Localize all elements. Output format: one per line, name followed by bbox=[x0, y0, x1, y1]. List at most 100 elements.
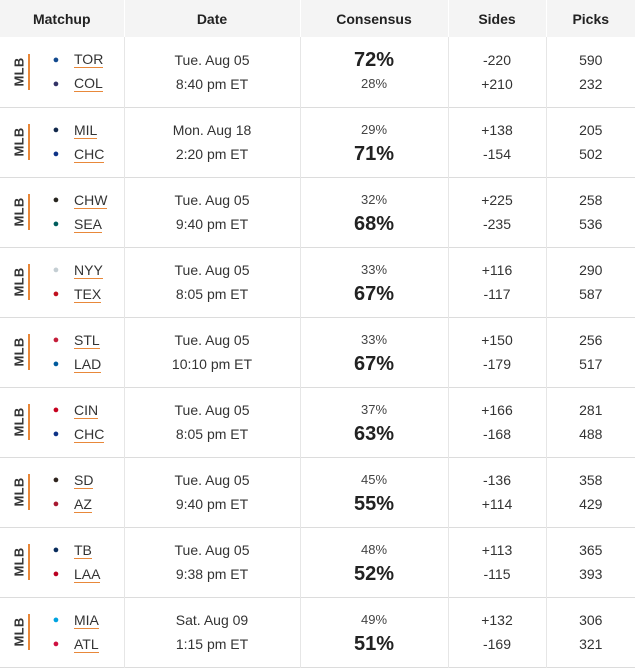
home-team-link[interactable]: ATL bbox=[74, 636, 99, 653]
home-picks: 321 bbox=[547, 632, 635, 656]
game-time: 10:10 pm ET bbox=[125, 352, 300, 376]
away-picks: 256 bbox=[547, 328, 635, 352]
table-row[interactable]: MLB ● CIN ● CHC Tue. Aug 05 8:05 pm ET 3… bbox=[0, 387, 635, 457]
matchup-cell: MLB ● TOR ● COL bbox=[0, 37, 124, 107]
home-consensus: 67% bbox=[301, 352, 448, 376]
teams: ● MIA ● ATL bbox=[48, 608, 99, 656]
header-date[interactable]: Date bbox=[124, 0, 300, 37]
date-cell: Tue. Aug 05 8:05 pm ET bbox=[124, 247, 300, 317]
away-team-link[interactable]: CIN bbox=[74, 402, 98, 419]
home-picks: 536 bbox=[547, 212, 635, 236]
away-team-link[interactable]: STL bbox=[74, 332, 100, 349]
game-time: 2:20 pm ET bbox=[125, 142, 300, 166]
home-consensus: 52% bbox=[301, 562, 448, 586]
teams: ● CIN ● CHC bbox=[48, 398, 104, 446]
away-side: +113 bbox=[449, 538, 546, 562]
sides-cell: +116 -117 bbox=[448, 247, 546, 317]
away-side: +225 bbox=[449, 188, 546, 212]
table-row[interactable]: MLB ● STL ● LAD Tue. Aug 05 10:10 pm ET … bbox=[0, 317, 635, 387]
league-label: MLB bbox=[10, 192, 28, 232]
home-team-link[interactable]: CHC bbox=[74, 146, 104, 163]
home-team-link[interactable]: AZ bbox=[74, 496, 92, 513]
consensus-cell: 72% 28% bbox=[300, 37, 448, 107]
league-label: MLB bbox=[10, 542, 28, 582]
consensus-cell: 33% 67% bbox=[300, 247, 448, 317]
picks-cell: 306 321 bbox=[546, 597, 635, 667]
game-day: Mon. Aug 18 bbox=[125, 118, 300, 142]
matchup-cell: MLB ● MIA ● ATL bbox=[0, 597, 124, 667]
away-side: +116 bbox=[449, 258, 546, 282]
away-team-link[interactable]: TB bbox=[74, 542, 92, 559]
away-team-link[interactable]: SD bbox=[74, 472, 93, 489]
header-consensus[interactable]: Consensus bbox=[300, 0, 448, 37]
teams: ● TB ● LAA bbox=[48, 538, 100, 586]
table-row[interactable]: MLB ● NYY ● TEX Tue. Aug 05 8:05 pm ET 3… bbox=[0, 247, 635, 317]
marlins-logo: ● bbox=[48, 612, 64, 628]
sides-cell: +138 -154 bbox=[448, 107, 546, 177]
home-team: ● COL bbox=[48, 72, 103, 96]
cardinals-logo: ● bbox=[48, 332, 64, 348]
away-team: ● CIN bbox=[48, 398, 104, 422]
table-row[interactable]: MLB ● SD ● AZ Tue. Aug 05 9:40 pm ET 45%… bbox=[0, 457, 635, 527]
home-team-link[interactable]: SEA bbox=[74, 216, 102, 233]
away-consensus: 45% bbox=[301, 468, 448, 492]
sides-cell: -220 +210 bbox=[448, 37, 546, 107]
picks-cell: 365 393 bbox=[546, 527, 635, 597]
away-picks: 205 bbox=[547, 118, 635, 142]
matchup-cell: MLB ● NYY ● TEX bbox=[0, 247, 124, 317]
rays-logo: ● bbox=[48, 542, 64, 558]
table-row[interactable]: MLB ● MIA ● ATL Sat. Aug 09 1:15 pm ET 4… bbox=[0, 597, 635, 667]
away-team-link[interactable]: TOR bbox=[74, 51, 103, 68]
rockies-logo: ● bbox=[48, 76, 64, 92]
away-side: +150 bbox=[449, 328, 546, 352]
header-picks[interactable]: Picks bbox=[546, 0, 635, 37]
away-side: +166 bbox=[449, 398, 546, 422]
rangers-logo: ● bbox=[48, 286, 64, 302]
home-consensus: 68% bbox=[301, 212, 448, 236]
home-team-link[interactable]: CHC bbox=[74, 426, 104, 443]
game-time: 8:05 pm ET bbox=[125, 422, 300, 446]
away-team-link[interactable]: NYY bbox=[74, 262, 103, 279]
home-consensus: 51% bbox=[301, 632, 448, 656]
game-day: Tue. Aug 05 bbox=[125, 328, 300, 352]
away-team-link[interactable]: CHW bbox=[74, 192, 107, 209]
date-cell: Tue. Aug 05 8:05 pm ET bbox=[124, 387, 300, 457]
brewers-logo: ● bbox=[48, 122, 64, 138]
game-time: 8:05 pm ET bbox=[125, 282, 300, 306]
game-time: 9:40 pm ET bbox=[125, 492, 300, 516]
header-sides[interactable]: Sides bbox=[448, 0, 546, 37]
table-row[interactable]: MLB ● TB ● LAA Tue. Aug 05 9:38 pm ET 48… bbox=[0, 527, 635, 597]
away-team: ● CHW bbox=[48, 188, 107, 212]
table-row[interactable]: MLB ● TOR ● COL Tue. Aug 05 8:40 pm ET 7… bbox=[0, 37, 635, 107]
home-picks: 429 bbox=[547, 492, 635, 516]
consensus-cell: 32% 68% bbox=[300, 177, 448, 247]
matchup-cell: MLB ● SD ● AZ bbox=[0, 457, 124, 527]
angels-logo: ● bbox=[48, 566, 64, 582]
game-day: Tue. Aug 05 bbox=[125, 48, 300, 72]
home-consensus: 28% bbox=[301, 72, 448, 96]
header-matchup[interactable]: Matchup bbox=[0, 0, 124, 37]
home-team-link[interactable]: COL bbox=[74, 75, 103, 92]
matchup-cell: MLB ● MIL ● CHC bbox=[0, 107, 124, 177]
home-team: ● SEA bbox=[48, 212, 107, 236]
table-row[interactable]: MLB ● CHW ● SEA Tue. Aug 05 9:40 pm ET 3… bbox=[0, 177, 635, 247]
home-consensus: 63% bbox=[301, 422, 448, 446]
consensus-cell: 45% 55% bbox=[300, 457, 448, 527]
table-row[interactable]: MLB ● MIL ● CHC Mon. Aug 18 2:20 pm ET 2… bbox=[0, 107, 635, 177]
away-team-link[interactable]: MIA bbox=[74, 612, 99, 629]
date-cell: Sat. Aug 09 1:15 pm ET bbox=[124, 597, 300, 667]
home-team-link[interactable]: TEX bbox=[74, 286, 101, 303]
game-time: 8:40 pm ET bbox=[125, 72, 300, 96]
consensus-cell: 49% 51% bbox=[300, 597, 448, 667]
home-team-link[interactable]: LAD bbox=[74, 356, 101, 373]
game-time: 1:15 pm ET bbox=[125, 632, 300, 656]
away-team-link[interactable]: MIL bbox=[74, 122, 97, 139]
yankees-logo: ● bbox=[48, 262, 64, 278]
away-consensus: 29% bbox=[301, 118, 448, 142]
home-team: ● ATL bbox=[48, 632, 99, 656]
home-team-link[interactable]: LAA bbox=[74, 566, 100, 583]
blue-jays-logo: ● bbox=[48, 52, 64, 68]
game-day: Tue. Aug 05 bbox=[125, 258, 300, 282]
league-label: MLB bbox=[10, 402, 28, 442]
